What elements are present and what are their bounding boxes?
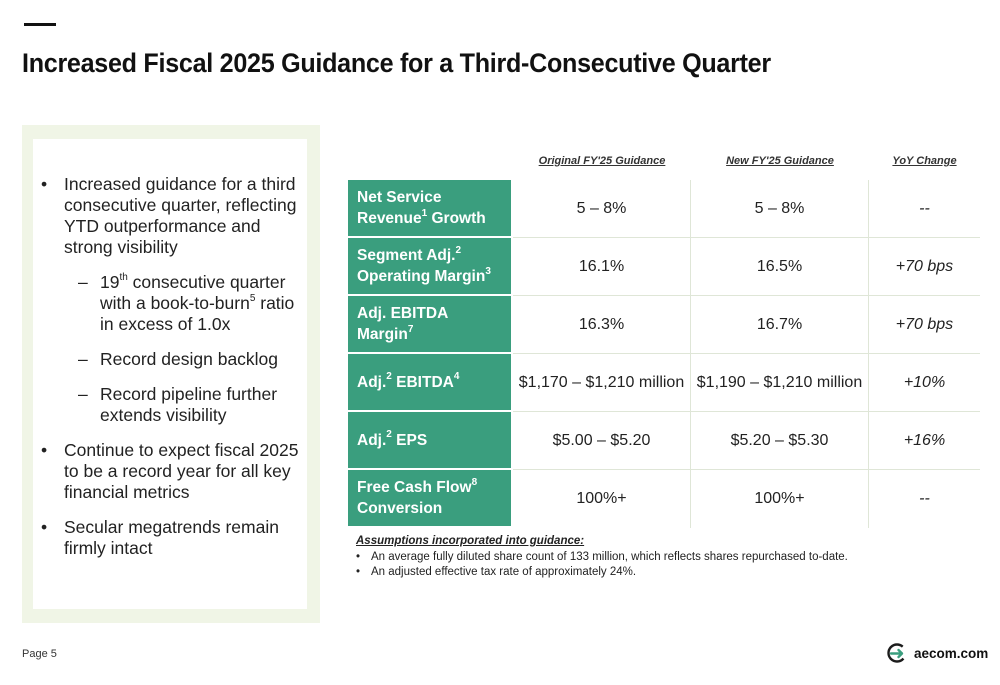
cell-change: +16% [869, 412, 980, 470]
row-label: Adj. EBITDA Margin7 [348, 296, 511, 352]
assumption-item: An adjusted effective tax rate of approx… [356, 565, 976, 581]
row-label: Net Service Revenue1 Growth [348, 180, 511, 236]
table-row-operating-margin: Segment Adj.2 Operating Margin3 16.1% 16.… [348, 238, 980, 296]
table-header: Original FY'25 Guidance New FY'25 Guidan… [348, 152, 980, 180]
aecom-logo: aecom.com [886, 642, 988, 664]
cell-new: 5 – 8% [691, 180, 869, 238]
cell-change: +70 bps [869, 238, 980, 296]
cell-new: $1,190 – $1,210 million [691, 354, 869, 412]
cell-change: +70 bps [869, 296, 980, 354]
subbullet-backlog: Record design backlog [40, 349, 302, 370]
aecom-logo-icon [887, 643, 907, 663]
cell-original: $1,170 – $1,210 million [513, 354, 691, 412]
cell-original: 100%+ [513, 470, 691, 528]
bullet-guidance: Increased guidance for a third consecuti… [40, 174, 302, 258]
cell-new: 100%+ [691, 470, 869, 528]
cell-change: -- [919, 490, 930, 507]
assumption-item: An average fully diluted share count of … [356, 550, 976, 566]
cell-new: $5.20 – $5.30 [691, 412, 869, 470]
row-label: Adj.2 EPS [348, 412, 511, 468]
table-row-ebitda-margin: Adj. EBITDA Margin7 16.3% 16.7% +70 bps [348, 296, 980, 354]
header-new-guidance: New FY'25 Guidance [726, 155, 834, 167]
header-yoy-change: YoY Change [892, 155, 957, 167]
cell-change: -- [869, 180, 980, 238]
row-label: Free Cash Flow8 Conversion [348, 470, 511, 526]
summary-bullets: Increased guidance for a third consecuti… [40, 174, 302, 573]
cell-original: 16.1% [513, 238, 691, 296]
assumptions-note: Assumptions incorporated into guidance: … [356, 534, 976, 581]
logo-text: aecom.com [914, 645, 989, 661]
guidance-table: Original FY'25 Guidance New FY'25 Guidan… [348, 152, 980, 528]
subbullet-pipeline: Record pipeline further extends visibili… [40, 384, 302, 426]
table-row-free-cash-flow: Free Cash Flow8 Conversion 100%+ 100%+ -- [348, 470, 980, 528]
table-row-ebitda: Adj.2 EBITDA4 $1,170 – $1,210 million $1… [348, 354, 980, 412]
cell-original: $5.00 – $5.20 [513, 412, 691, 470]
row-label: Adj.2 EBITDA4 [348, 354, 511, 410]
cell-original: 5 – 8% [513, 180, 691, 238]
cell-original: 16.3% [513, 296, 691, 354]
row-label: Segment Adj.2 Operating Margin3 [348, 238, 511, 294]
bullet-record-year: Continue to expect fiscal 2025 to be a r… [40, 440, 302, 503]
table-row-eps: Adj.2 EPS $5.00 – $5.20 $5.20 – $5.30 +1… [348, 412, 980, 470]
bullet-megatrends: Secular megatrends remain firmly intact [40, 517, 302, 559]
page-number: Page 5 [22, 648, 57, 660]
cell-new: 16.5% [691, 238, 869, 296]
page-title: Increased Fiscal 2025 Guidance for a Thi… [22, 48, 771, 78]
header-original-guidance: Original FY'25 Guidance [538, 155, 666, 167]
title-accent-bar [24, 23, 56, 26]
cell-new: 16.7% [691, 296, 869, 354]
subbullet-book-to-burn: 19th consecutive quarter with a book-to-… [40, 272, 302, 335]
table-row-net-service-revenue: Net Service Revenue1 Growth 5 – 8% 5 – 8%… [348, 180, 980, 238]
cell-change: +10% [869, 354, 980, 412]
assumptions-title: Assumptions incorporated into guidance: [356, 535, 585, 547]
